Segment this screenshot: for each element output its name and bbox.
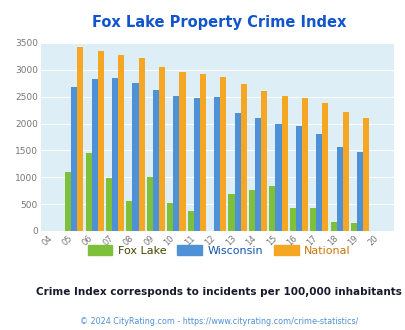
Bar [159,67,165,231]
Bar [309,208,315,231]
Bar [295,126,301,231]
Bar [342,112,348,231]
Bar [193,98,199,231]
Bar [289,209,295,231]
Bar [220,77,226,231]
Legend: Fox Lake, Wisconsin, National: Fox Lake, Wisconsin, National [83,241,354,260]
Bar [301,98,307,231]
Bar [315,134,322,231]
Bar [234,113,240,231]
Bar [153,90,159,231]
Bar [260,91,266,231]
Bar [254,118,260,231]
Bar [71,87,77,231]
Text: Fox Lake Property Crime Index: Fox Lake Property Crime Index [92,15,345,30]
Bar [167,203,173,231]
Bar [350,223,356,231]
Bar [138,58,144,231]
Bar [85,152,92,231]
Bar [336,147,342,231]
Bar [65,172,71,231]
Bar [173,96,179,231]
Bar [240,84,246,231]
Bar [179,72,185,231]
Bar [322,103,328,231]
Bar [199,74,205,231]
Bar [362,117,369,231]
Bar [281,96,287,231]
Text: Crime Index corresponds to incidents per 100,000 inhabitants: Crime Index corresponds to incidents per… [36,287,401,297]
Bar [147,177,153,231]
Bar [248,190,254,231]
Bar [132,83,138,231]
Bar [228,194,234,231]
Bar [118,55,124,231]
Bar [356,152,362,231]
Bar [275,123,281,231]
Bar [106,178,112,231]
Bar [98,51,104,231]
Bar [213,97,220,231]
Bar [126,201,132,231]
Text: © 2024 CityRating.com - https://www.cityrating.com/crime-statistics/: © 2024 CityRating.com - https://www.city… [80,317,358,326]
Bar [269,186,275,231]
Bar [187,211,193,231]
Bar [112,78,118,231]
Bar [330,222,336,231]
Bar [92,80,98,231]
Bar [77,47,83,231]
